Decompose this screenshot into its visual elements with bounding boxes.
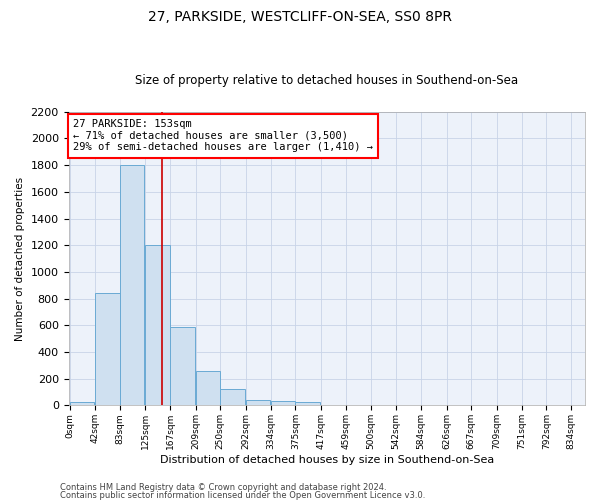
Bar (70, 402, 94, 406)
Bar (119, 165, 145, 406)
Bar (145, 246, 170, 406)
Bar (196, 372, 220, 406)
Y-axis label: Number of detached properties: Number of detached properties (15, 176, 25, 340)
X-axis label: Distribution of detached houses by size in Southend-on-Sea: Distribution of detached houses by size … (160, 455, 494, 465)
Bar (95, 294, 119, 406)
Bar (295, 402, 320, 406)
Title: Size of property relative to detached houses in Southend-on-Sea: Size of property relative to detached ho… (135, 74, 518, 87)
Bar (245, 400, 270, 406)
Text: Contains public sector information licensed under the Open Government Licence v3: Contains public sector information licen… (60, 490, 425, 500)
Text: 27 PARKSIDE: 153sqm
← 71% of detached houses are smaller (3,500)
29% of semi-det: 27 PARKSIDE: 153sqm ← 71% of detached ho… (73, 119, 373, 152)
Text: Contains HM Land Registry data © Crown copyright and database right 2024.: Contains HM Land Registry data © Crown c… (60, 484, 386, 492)
Bar (170, 326, 195, 406)
Bar (271, 401, 295, 406)
Text: 27, PARKSIDE, WESTCLIFF-ON-SEA, SS0 8PR: 27, PARKSIDE, WESTCLIFF-ON-SEA, SS0 8PR (148, 10, 452, 24)
Bar (220, 390, 245, 406)
